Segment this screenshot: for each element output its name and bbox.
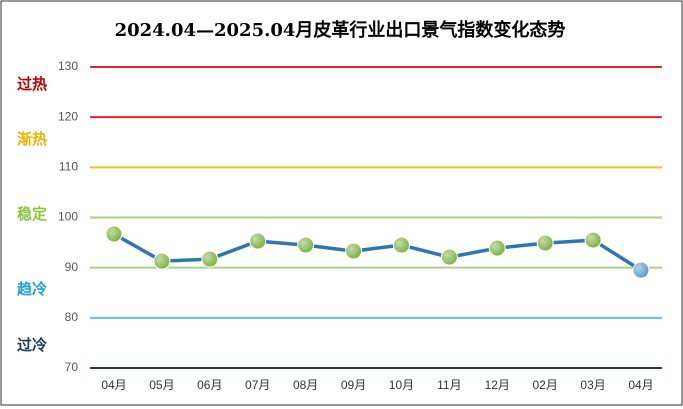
y-tick-label: 120 [58,109,78,123]
zone-label: 过冷 [17,336,47,354]
point-highlight [250,233,266,249]
chart-title: 2024.04—2025.04月皮革行业出口景气指数变化态势 [115,19,566,41]
x-tick-label: 07月 [245,378,270,392]
x-tick-label: 05月 [149,378,174,392]
point-highlight [537,235,553,251]
x-tick-label: 04月 [101,378,126,392]
x-tick-label: 09月 [341,378,366,392]
point-highlight [298,237,314,253]
zone-label: 过热 [17,75,47,93]
x-tick-label: 06月 [197,378,222,392]
point-highlight [585,232,601,248]
point-highlight [154,253,170,269]
y-tick-label: 110 [59,160,78,174]
x-tick-label: 04月 [628,378,653,392]
x-tick-label: 11月 [437,378,461,392]
x-tick-label: 10月 [389,378,414,392]
point-highlight [346,243,362,259]
y-tick-label: 80 [65,310,79,324]
point-highlight [441,249,457,265]
point-highlight [106,226,122,242]
x-tick-label: 02月 [533,378,558,392]
point-highlight [202,251,218,267]
point-highlight [489,240,505,256]
x-tick-label: 12月 [485,378,510,392]
point-highlight [393,237,409,253]
zone-label: 稳定 [17,205,47,223]
point-highlight [633,262,649,278]
zone-label: 渐热 [17,130,47,148]
y-tick-label: 130 [58,59,78,73]
x-tick-label: 08月 [293,378,318,392]
y-tick-label: 90 [65,260,79,274]
x-tick-label: 03月 [580,378,605,392]
y-tick-label: 70 [65,360,79,374]
zone-label: 趋冷 [17,280,47,298]
y-tick-label: 100 [58,210,78,224]
